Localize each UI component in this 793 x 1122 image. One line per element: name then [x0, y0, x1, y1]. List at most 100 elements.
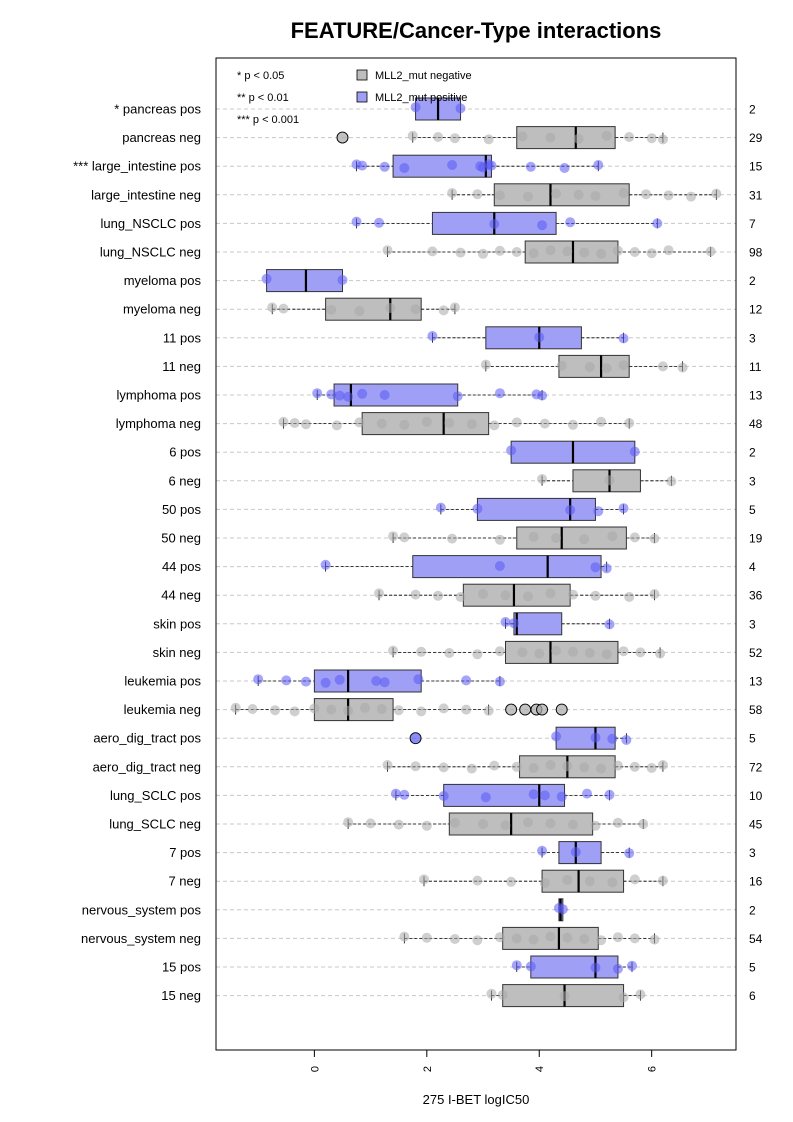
data-point	[657, 361, 668, 372]
data-point	[478, 819, 489, 829]
row-label: nervous_system pos	[82, 902, 202, 917]
row-count: 3	[749, 846, 756, 860]
data-point	[551, 188, 562, 199]
box-pos	[555, 726, 616, 750]
data-point	[494, 676, 505, 687]
row-count: 2	[749, 903, 756, 917]
data-point	[567, 589, 578, 600]
row-label: 11 pos	[163, 330, 202, 345]
data-point	[612, 963, 623, 974]
row-count: 7	[749, 217, 756, 231]
row-label: nervous_system neg	[81, 931, 201, 946]
data-point	[607, 733, 618, 744]
data-point	[261, 273, 272, 284]
data-point	[376, 704, 387, 714]
data-point	[483, 705, 494, 716]
data-point	[590, 820, 601, 831]
data-point	[393, 705, 404, 716]
data-point	[573, 189, 584, 200]
data-point	[596, 935, 607, 946]
row-label: 50 neg	[161, 531, 201, 546]
row-label: 15 pos	[162, 960, 202, 975]
data-point	[438, 762, 449, 773]
data-point	[601, 130, 612, 141]
data-point	[326, 304, 337, 315]
data-point	[312, 388, 323, 399]
row-label: 44 neg	[161, 588, 201, 603]
data-point	[557, 904, 568, 915]
row-count: 16	[749, 875, 763, 889]
point-layer	[230, 102, 722, 1003]
grid-layer	[216, 108, 736, 997]
row-count: 19	[749, 532, 763, 546]
outlier-point	[336, 131, 349, 144]
data-point	[579, 534, 590, 545]
row-label: leukemia neg	[124, 702, 201, 717]
data-point	[399, 789, 410, 800]
row-label: * pancreas pos	[114, 102, 201, 117]
data-point	[497, 990, 508, 1000]
row-label: skin pos	[153, 616, 201, 631]
data-point	[472, 503, 483, 514]
data-point	[494, 646, 505, 657]
data-point	[508, 618, 519, 629]
data-point	[472, 189, 483, 200]
box-pos	[313, 669, 422, 693]
data-point	[567, 419, 578, 430]
row-count: 36	[749, 589, 763, 603]
data-point	[421, 416, 432, 427]
row-label: 44 pos	[162, 559, 202, 574]
box-neg	[493, 183, 630, 207]
data-point	[472, 935, 483, 946]
data-point	[511, 417, 522, 428]
data-point	[480, 792, 491, 803]
outlier-point	[555, 703, 568, 716]
legend-label-negative: MLL2_mut negative	[375, 70, 472, 82]
box-neg	[516, 526, 627, 550]
data-point	[534, 648, 545, 659]
data-point	[300, 419, 311, 430]
data-point	[629, 247, 640, 257]
data-point	[326, 389, 337, 400]
data-point	[376, 418, 387, 429]
data-point	[337, 275, 348, 285]
row-count: 13	[749, 675, 763, 689]
data-point	[711, 188, 722, 199]
data-point	[556, 791, 567, 802]
plot-frame	[215, 57, 737, 1051]
data-point	[438, 791, 449, 801]
data-point	[494, 932, 505, 943]
data-point	[334, 674, 345, 685]
data-point	[649, 934, 660, 945]
data-point	[666, 476, 677, 487]
data-point	[486, 988, 497, 999]
row-count: 12	[749, 303, 763, 317]
data-point	[537, 474, 548, 484]
label-layer: * pancreas pos 2 pancreas neg 29 *** large_i…	[73, 102, 763, 1004]
data-point	[382, 245, 393, 256]
data-point	[455, 247, 466, 258]
data-point	[278, 303, 289, 314]
data-point	[511, 247, 522, 257]
row-count: 45	[749, 818, 763, 832]
row-label: lymphoma pos	[116, 388, 201, 403]
data-point	[663, 190, 674, 201]
data-point	[551, 645, 562, 656]
data-point	[399, 163, 410, 173]
data-point	[652, 218, 663, 229]
data-point	[379, 390, 390, 400]
data-point	[567, 819, 578, 830]
data-point	[379, 161, 390, 172]
data-point	[511, 933, 522, 944]
chart-title: FEATURE/Cancer-Type interactions	[291, 18, 662, 43]
data-point	[489, 760, 500, 771]
data-point	[517, 647, 528, 658]
data-point	[629, 761, 640, 772]
row-count: 3	[749, 331, 756, 345]
data-point	[604, 475, 615, 486]
x-tick-label: 2	[422, 1066, 434, 1072]
data-point	[551, 731, 562, 742]
data-point	[590, 732, 601, 743]
row-label: 15 neg	[161, 988, 201, 1003]
x-axis-label: 275 I-BET logIC50	[423, 1092, 530, 1107]
